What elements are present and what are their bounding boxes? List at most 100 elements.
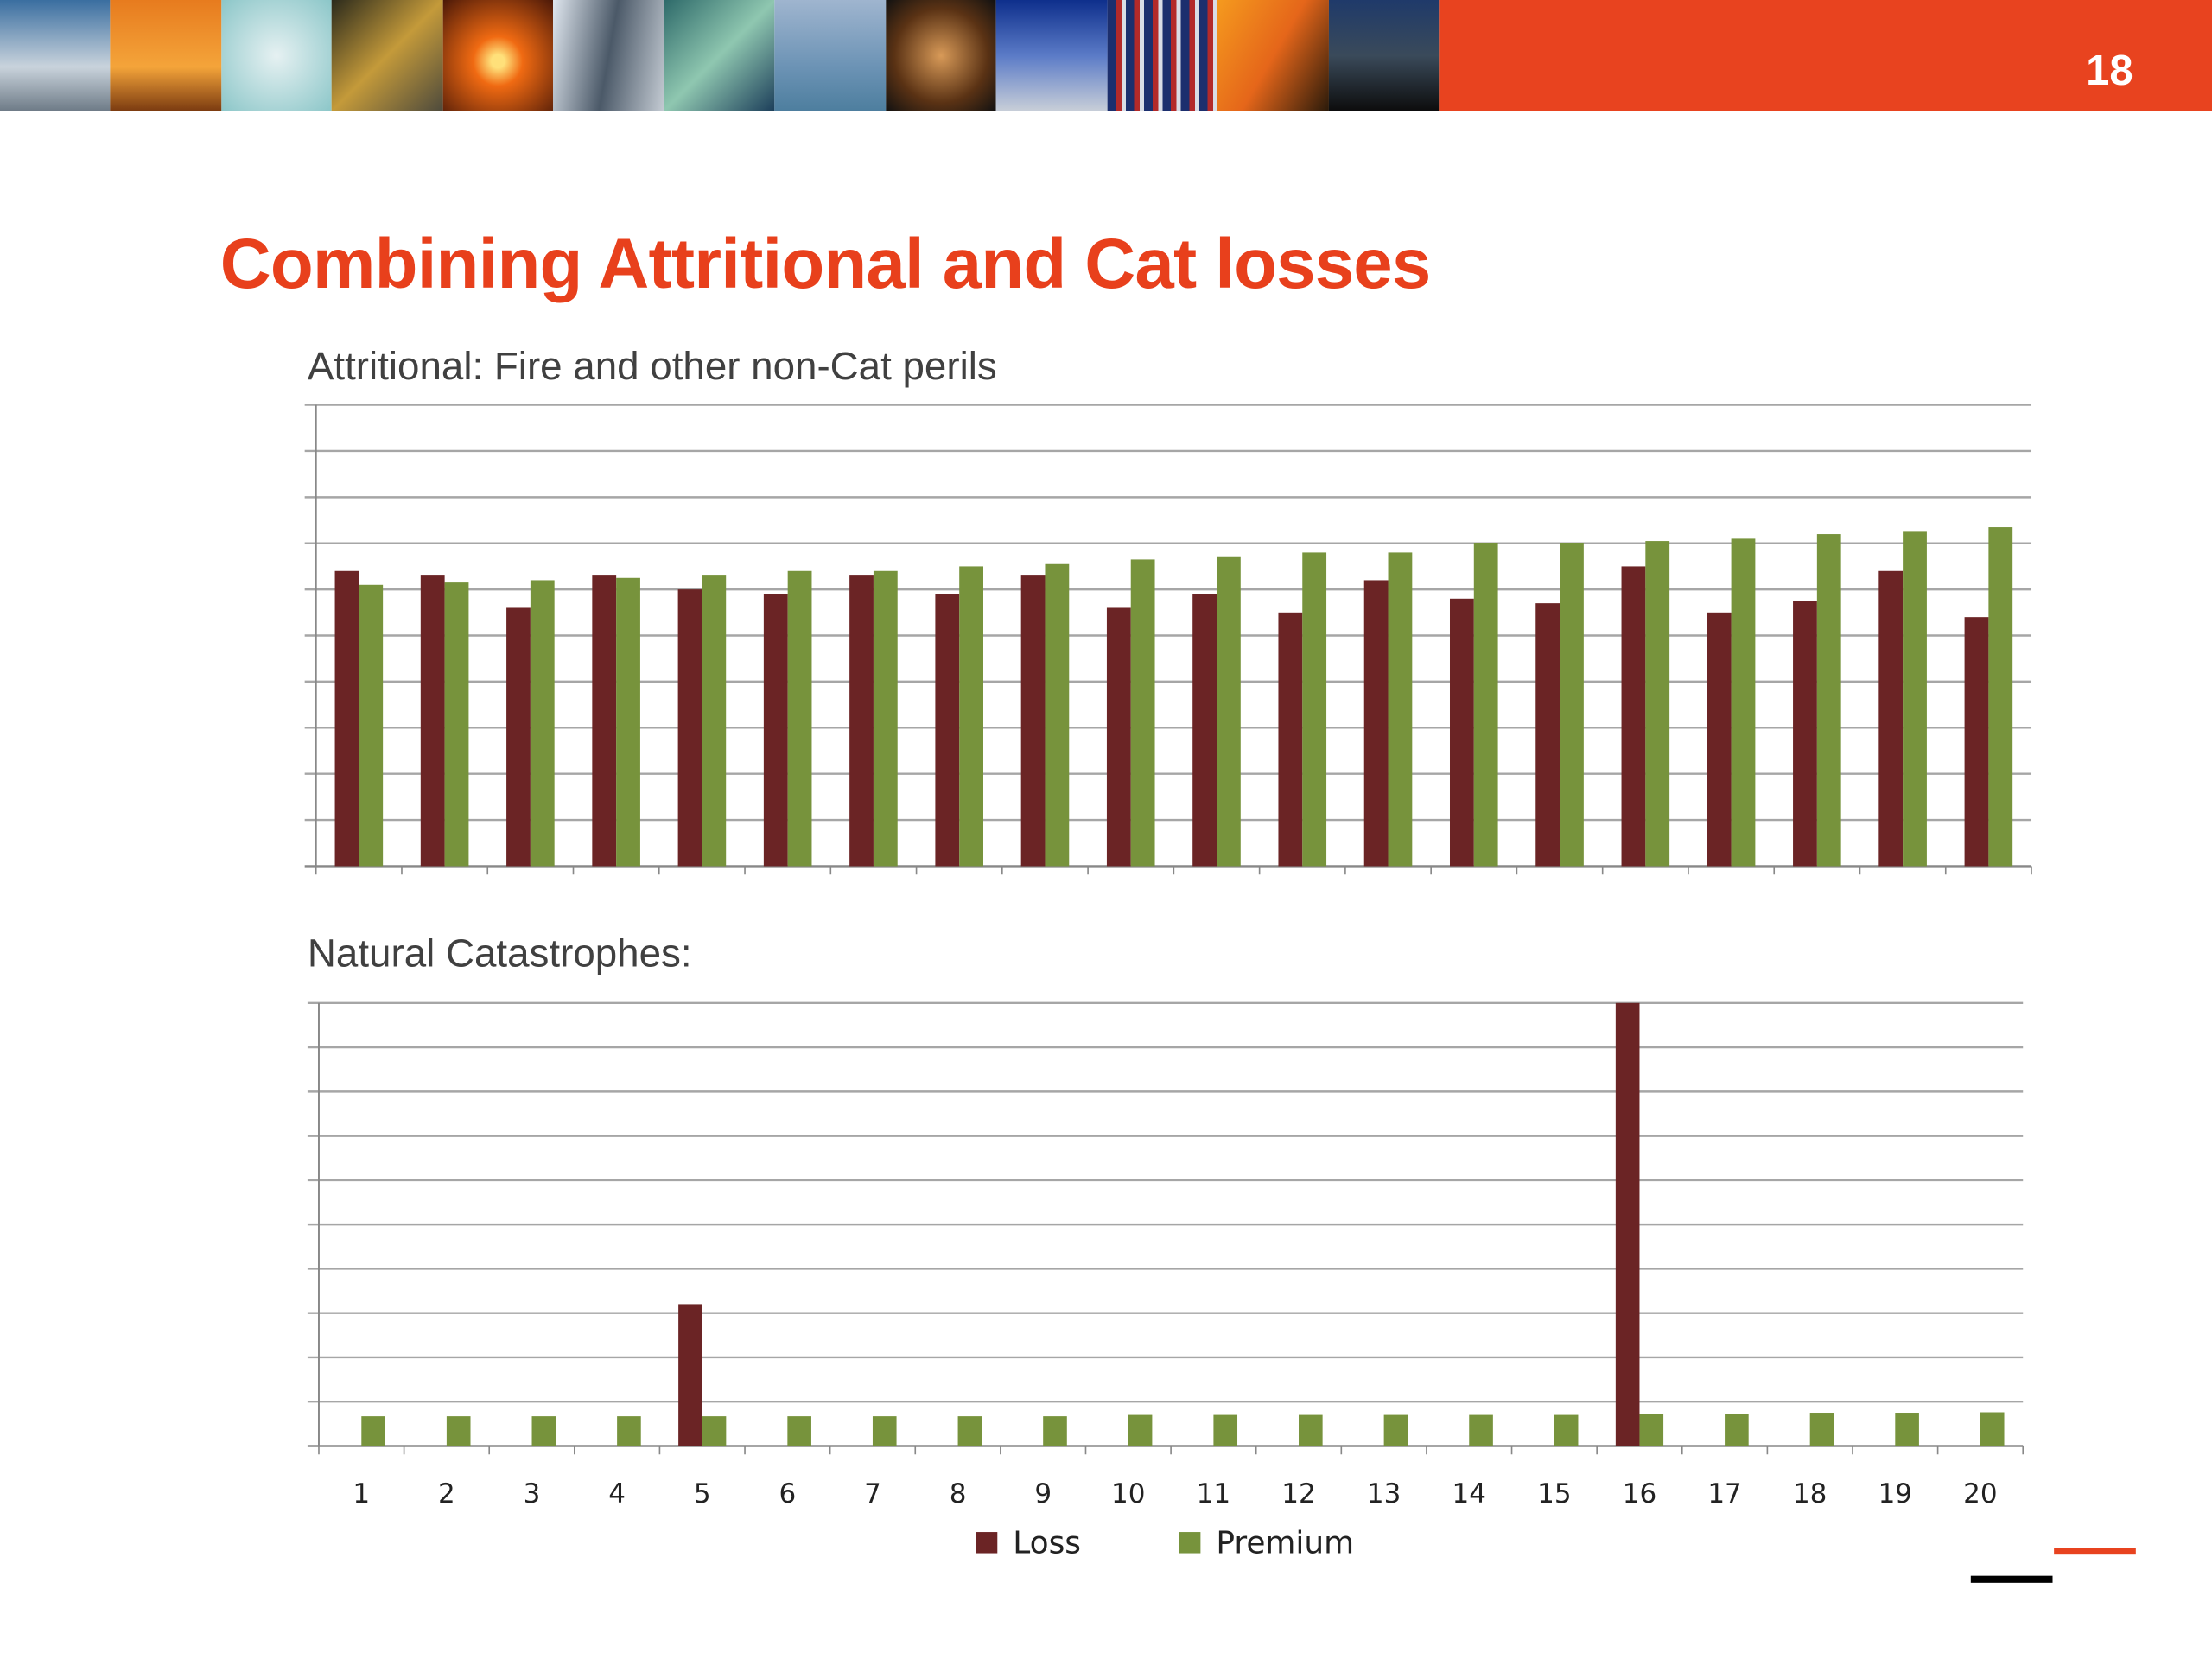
photo-tile xyxy=(774,0,886,111)
premium-bar xyxy=(617,1416,641,1446)
premium-bar xyxy=(1554,1414,1579,1446)
premium-bar xyxy=(1213,1414,1238,1446)
loss-bar xyxy=(1192,594,1217,867)
premium-bar xyxy=(1731,538,1756,867)
page-number: 18 xyxy=(2086,48,2133,95)
premium-bar xyxy=(957,1416,982,1446)
photo-tile xyxy=(664,0,775,111)
loss-bar xyxy=(592,575,617,867)
x-tick-label: 4 xyxy=(608,1478,626,1510)
premium-bar xyxy=(1980,1412,2005,1446)
x-tick-label: 2 xyxy=(438,1478,455,1510)
loss-bar xyxy=(678,1304,702,1446)
photo-tile xyxy=(1217,0,1329,111)
premium-bar xyxy=(1809,1413,1834,1446)
decor-line-orange xyxy=(2054,1548,2136,1555)
x-tick-label: 17 xyxy=(1707,1478,1741,1510)
photo-tile xyxy=(553,0,664,111)
premium-bar xyxy=(1895,1413,1919,1446)
photo-tile xyxy=(221,0,333,111)
loss-bar xyxy=(1106,607,1131,867)
loss-bar xyxy=(1707,612,1732,867)
photo-tile xyxy=(442,0,554,111)
loss-bar xyxy=(1878,570,1904,867)
x-tick-label: 10 xyxy=(1111,1478,1145,1510)
x-tick-label: 8 xyxy=(950,1478,967,1510)
x-tick-label: 13 xyxy=(1367,1478,1401,1510)
legend-label-loss: Loss xyxy=(1013,1526,1081,1561)
x-tick-label: 1 xyxy=(353,1478,370,1510)
loss-bar xyxy=(935,594,960,867)
x-tick-label: 5 xyxy=(694,1478,711,1510)
photo-tile xyxy=(1328,0,1440,111)
photo-tile xyxy=(885,0,997,111)
premium-bar xyxy=(787,570,812,867)
loss-bar xyxy=(420,575,445,867)
photo-tile xyxy=(111,0,222,111)
loss-bar xyxy=(1793,601,1817,867)
photo-tile xyxy=(996,0,1108,111)
x-tick-label: 16 xyxy=(1623,1478,1656,1510)
x-tick-label: 3 xyxy=(524,1478,541,1510)
premium-bar xyxy=(873,570,898,867)
x-tick-label: 11 xyxy=(1197,1478,1230,1510)
loss-bar xyxy=(1278,612,1303,867)
premium-bar xyxy=(959,566,983,867)
loss-bar xyxy=(849,575,874,867)
legend-swatch-premium xyxy=(1179,1532,1201,1554)
x-tick-label: 9 xyxy=(1034,1478,1052,1510)
premium-bar xyxy=(446,1416,471,1446)
loss-bar xyxy=(506,607,531,867)
premium-bar xyxy=(1645,541,1670,867)
loss-bar xyxy=(1964,617,1989,867)
premium-bar xyxy=(1388,552,1413,867)
legend-swatch-loss xyxy=(976,1532,998,1554)
x-tick-label: 7 xyxy=(864,1478,881,1510)
premium-bar xyxy=(530,580,555,867)
loss-bar xyxy=(1615,1002,1640,1446)
premium-bar xyxy=(1903,531,1927,867)
premium-bar xyxy=(1043,1416,1067,1446)
premium-bar xyxy=(1045,563,1070,867)
x-tick-label: 12 xyxy=(1281,1478,1315,1510)
loss-bar xyxy=(677,589,702,867)
loss-bar xyxy=(1363,580,1389,867)
premium-bar xyxy=(1130,559,1155,867)
loss-bar xyxy=(763,594,788,867)
premium-bar xyxy=(1383,1414,1408,1446)
header-image-strip xyxy=(0,0,1440,111)
decor-line-black xyxy=(1970,1575,2053,1583)
premium-bar xyxy=(1639,1414,1664,1446)
loss-bar xyxy=(1535,603,1560,867)
premium-bar xyxy=(361,1416,385,1446)
premium-bar xyxy=(702,1416,727,1446)
chart-title-attritional: Attritional: Fire and other non-Cat peri… xyxy=(307,344,997,388)
x-tick-label: 18 xyxy=(1793,1478,1827,1510)
premium-bar xyxy=(872,1416,897,1446)
chart-title-natcat: Natural Catastrophes: xyxy=(307,931,692,976)
premium-bar xyxy=(1473,543,1498,867)
premium-bar xyxy=(359,584,384,867)
loss-bar xyxy=(1621,566,1646,867)
loss-bar xyxy=(1449,598,1474,867)
header-band xyxy=(1439,0,2212,111)
premium-bar xyxy=(702,575,727,867)
photo-tile xyxy=(0,0,111,111)
premium-bar xyxy=(444,582,469,867)
premium-bar xyxy=(787,1416,811,1446)
slide-title: Combining Attritional and Cat losses xyxy=(219,224,1432,304)
premium-bar xyxy=(1560,543,1584,867)
premium-bar xyxy=(1216,556,1241,867)
photo-tile xyxy=(332,0,443,111)
premium-bar xyxy=(1988,527,2013,867)
photo-tile xyxy=(1107,0,1218,111)
premium-bar xyxy=(531,1416,556,1446)
legend-label-premium: Premium xyxy=(1216,1526,1354,1561)
premium-bar xyxy=(1469,1414,1493,1446)
loss-bar xyxy=(334,570,359,867)
loss-bar xyxy=(1020,575,1046,867)
premium-bar xyxy=(1302,552,1327,867)
x-tick-label: 15 xyxy=(1537,1478,1571,1510)
